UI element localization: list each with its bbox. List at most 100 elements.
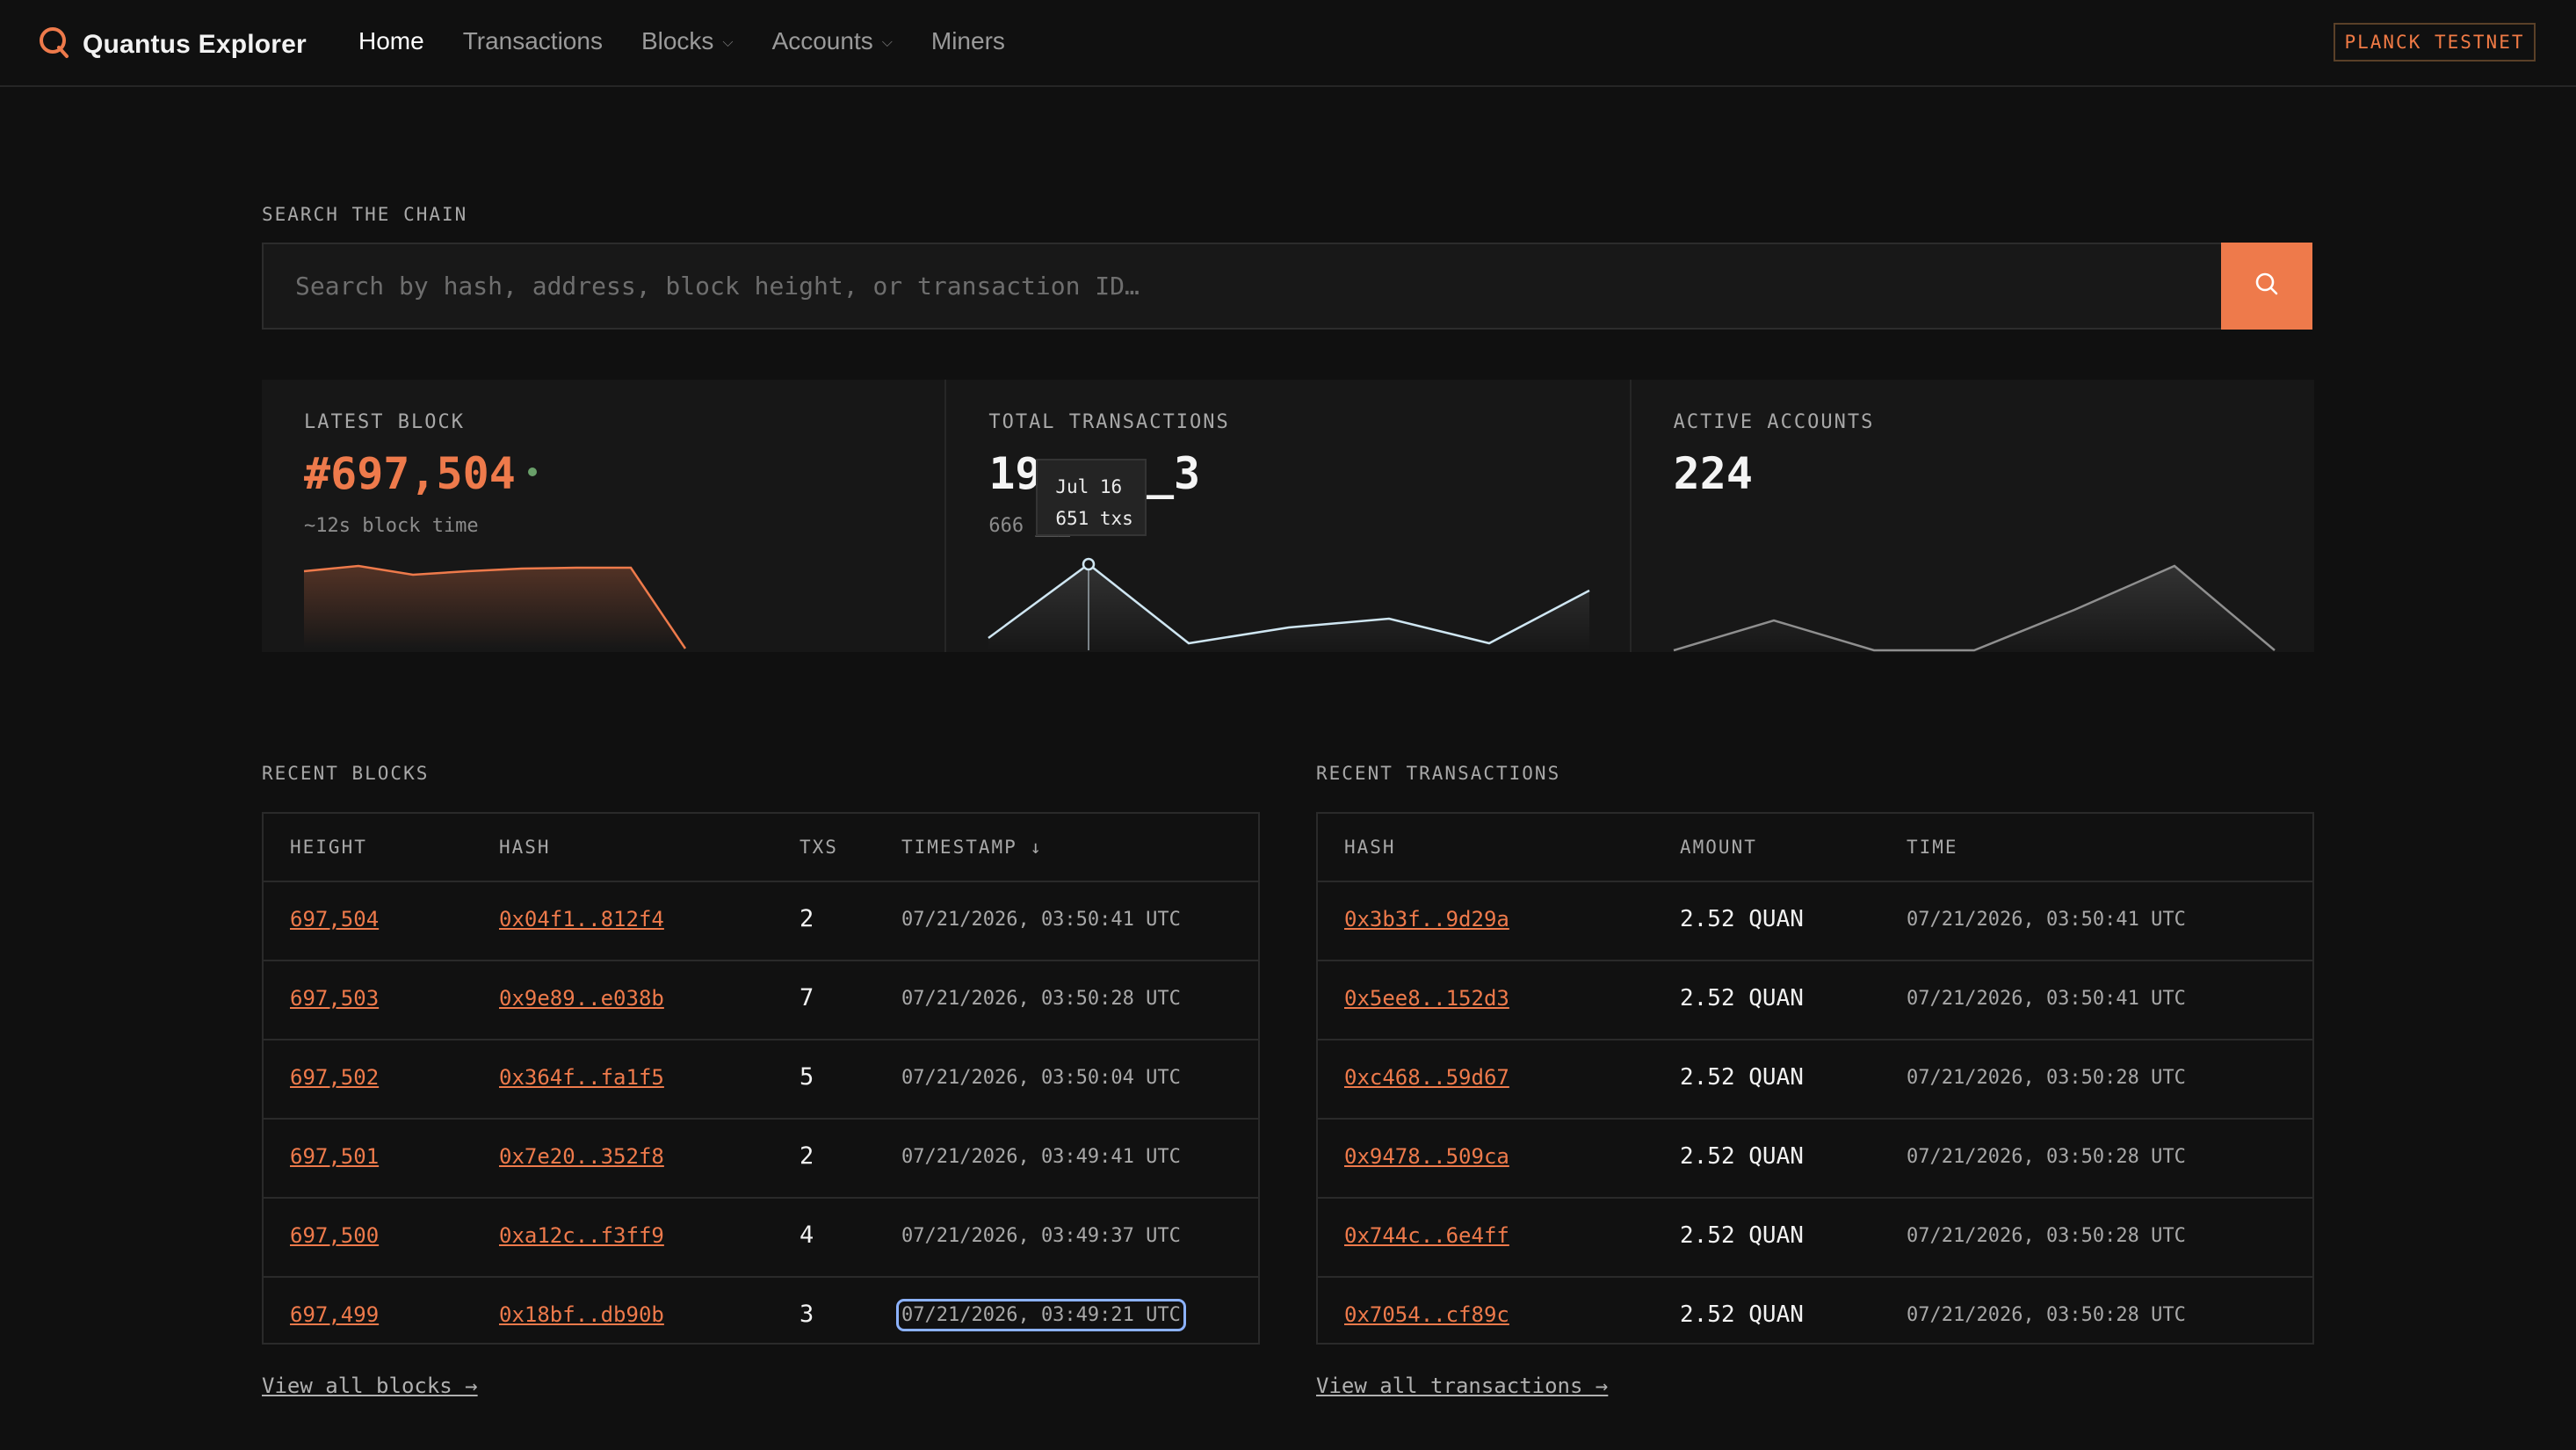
table-row: 0x5ee8..152d3 2.52 QUAN 07/21/2026, 03:5… (1318, 961, 2312, 1040)
block-height-link[interactable]: 697,504 (290, 907, 380, 932)
latest-block-number: #697,504 (304, 448, 516, 499)
main-nav: Home Transactions Blocks ⌵ Accounts ⌵ Mine… (358, 27, 1005, 55)
table-row: 697,502 0x364f..fa1f5 5 07/21/2026, 03:5… (264, 1040, 1258, 1120)
tx-amount: 2.52 QUAN (1680, 1143, 1804, 1170)
table-header: HEIGHT HASH TXS TIMESTAMP ↓ (264, 814, 1258, 882)
stat-active-accounts[interactable]: ACTIVE ACCOUNTS 224 (1632, 380, 2314, 652)
tx-amount: 2.52 QUAN (1680, 1301, 1804, 1328)
stat-subtext: ~12s block time (304, 515, 479, 537)
brand[interactable]: Quantus Explorer (37, 25, 307, 64)
block-hash-link[interactable]: 0x9e89..e038b (499, 986, 664, 1011)
column-header-amount[interactable]: AMOUNT (1680, 837, 1757, 858)
transactions-sparkline (988, 557, 1590, 650)
tx-time: 07/21/2026, 03:50:28 UTC (1907, 1146, 2186, 1168)
block-timestamp: 07/21/2026, 03:50:28 UTC (901, 988, 1181, 1010)
block-txs-count: 4 (800, 1222, 814, 1249)
nav-label: Transactions (462, 27, 603, 54)
block-height-link[interactable]: 697,500 (290, 1223, 380, 1248)
block-hash-link[interactable]: 0x18bf..db90b (499, 1302, 664, 1327)
table-row: 0x9478..509ca 2.52 QUAN 07/21/2026, 03:5… (1318, 1120, 2312, 1199)
stat-value: 224 (1673, 448, 1753, 499)
column-header-height[interactable]: HEIGHT (290, 837, 367, 858)
nav-accounts[interactable]: Accounts ⌵ (772, 27, 893, 55)
nav-label: Miners (930, 27, 1005, 54)
tx-hash-link[interactable]: 0x744c..6e4ff (1344, 1223, 1509, 1248)
chevron-down-icon: ⌵ (722, 35, 734, 50)
tooltip-value: 651 txs (1055, 508, 1133, 529)
tx-hash-link[interactable]: 0x7054..cf89c (1344, 1302, 1509, 1327)
block-height-link[interactable]: 697,499 (290, 1302, 380, 1327)
block-hash-link[interactable]: 0x7e20..352f8 (499, 1144, 664, 1169)
column-header-txs[interactable]: TXS (800, 837, 838, 858)
block-height-link[interactable]: 697,503 (290, 986, 380, 1011)
block-txs-count: 5 (800, 1063, 814, 1091)
stat-total-transactions[interactable]: TOTAL TRANSACTIONS 19__,__3 666 ___ 24h … (946, 380, 1632, 652)
nav-label: Accounts (771, 27, 873, 54)
block-timestamp: 07/21/2026, 03:50:41 UTC (901, 909, 1181, 931)
live-indicator-icon (527, 467, 537, 476)
tx-time: 07/21/2026, 03:50:41 UTC (1907, 988, 2186, 1010)
tx-time: 07/21/2026, 03:50:28 UTC (1907, 1067, 2186, 1089)
tx-amount: 2.52 QUAN (1680, 1064, 1804, 1091)
block-height-link[interactable]: 697,501 (290, 1144, 380, 1169)
table-row: 0x7054..cf89c 2.52 QUAN 07/21/2026, 03:5… (1318, 1278, 2312, 1355)
block-txs-count: 2 (800, 1142, 814, 1170)
tx-amount: 2.52 QUAN (1680, 1222, 1804, 1249)
stat-label: ACTIVE ACCOUNTS (1673, 411, 1875, 433)
stat-label: LATEST BLOCK (304, 411, 465, 433)
network-badge[interactable]: PLANCK TESTNET (2334, 23, 2536, 62)
search-button[interactable] (2221, 243, 2312, 330)
block-hash-link[interactable]: 0xa12c..f3ff9 (499, 1223, 664, 1248)
logo-icon (37, 25, 70, 64)
table-row: 0x744c..6e4ff 2.52 QUAN 07/21/2026, 03:5… (1318, 1199, 2312, 1278)
nav-miners[interactable]: Miners (931, 27, 1005, 55)
nav-transactions[interactable]: Transactions (463, 27, 603, 55)
search-section-label: SEARCH THE CHAIN (262, 204, 468, 225)
brand-name: Quantus Explorer (83, 29, 307, 59)
table-row: 697,499 0x18bf..db90b 3 07/21/2026, 03:4… (264, 1278, 1258, 1355)
search-bar (262, 243, 2312, 330)
search-icon (2254, 271, 2280, 301)
search-input[interactable] (264, 244, 2221, 328)
block-txs-count: 2 (800, 905, 814, 932)
top-nav-bar: Quantus Explorer Home Transactions Block… (0, 0, 2576, 87)
table-row: 697,503 0x9e89..e038b 7 07/21/2026, 03:5… (264, 961, 1258, 1040)
chart-tooltip: Jul 16 651 txs (1036, 459, 1147, 536)
tx-hash-link[interactable]: 0xc468..59d67 (1344, 1065, 1509, 1090)
chevron-down-icon: ⌵ (881, 35, 893, 50)
nav-blocks[interactable]: Blocks ⌵ (641, 27, 734, 55)
recent-blocks-title: RECENT BLOCKS (262, 763, 430, 784)
view-all-blocks-link[interactable]: View all blocks → (262, 1374, 478, 1398)
tx-time: 07/21/2026, 03:50:28 UTC (1907, 1304, 2186, 1326)
block-timestamp: 07/21/2026, 03:50:04 UTC (901, 1067, 1181, 1089)
stat-label: TOTAL TRANSACTIONS (988, 411, 1230, 433)
block-timestamp: 07/21/2026, 03:49:41 UTC (901, 1146, 1181, 1168)
nav-label: Home (358, 27, 424, 54)
block-timestamp: 07/21/2026, 03:49:37 UTC (901, 1225, 1181, 1247)
nav-home[interactable]: Home (358, 27, 424, 55)
stat-value: #697,504 (304, 448, 537, 499)
column-header-hash[interactable]: HASH (1344, 837, 1396, 858)
tx-hash-link[interactable]: 0x5ee8..152d3 (1344, 986, 1509, 1011)
block-timestamp-selected[interactable]: 07/21/2026, 03:49:21 UTC (896, 1299, 1186, 1331)
stats-panel: LATEST BLOCK #697,504 ~12s block time TO… (262, 380, 2314, 652)
column-header-timestamp[interactable]: TIMESTAMP ↓ (901, 837, 1044, 858)
block-txs-count: 7 (800, 984, 814, 1011)
tx-amount: 2.52 QUAN (1680, 906, 1804, 932)
view-all-transactions-link[interactable]: View all transactions → (1316, 1374, 1609, 1398)
tx-time: 07/21/2026, 03:50:28 UTC (1907, 1225, 2186, 1247)
hover-point (1082, 557, 1096, 571)
table-row: 697,500 0xa12c..f3ff9 4 07/21/2026, 03:4… (264, 1199, 1258, 1278)
table-row: 0xc468..59d67 2.52 QUAN 07/21/2026, 03:5… (1318, 1040, 2312, 1120)
tx-hash-link[interactable]: 0x3b3f..9d29a (1344, 907, 1509, 932)
block-hash-link[interactable]: 0x04f1..812f4 (499, 907, 664, 932)
stat-latest-block[interactable]: LATEST BLOCK #697,504 ~12s block time (262, 380, 947, 652)
column-header-hash[interactable]: HASH (499, 837, 551, 858)
table-row: 697,504 0x04f1..812f4 2 07/21/2026, 03:5… (264, 882, 1258, 961)
block-height-link[interactable]: 697,502 (290, 1065, 380, 1090)
nav-label: Blocks (640, 27, 714, 54)
table-header: HASH AMOUNT TIME (1318, 814, 2312, 882)
block-hash-link[interactable]: 0x364f..fa1f5 (499, 1065, 664, 1090)
tx-hash-link[interactable]: 0x9478..509ca (1344, 1144, 1509, 1169)
column-header-time[interactable]: TIME (1907, 837, 1958, 858)
